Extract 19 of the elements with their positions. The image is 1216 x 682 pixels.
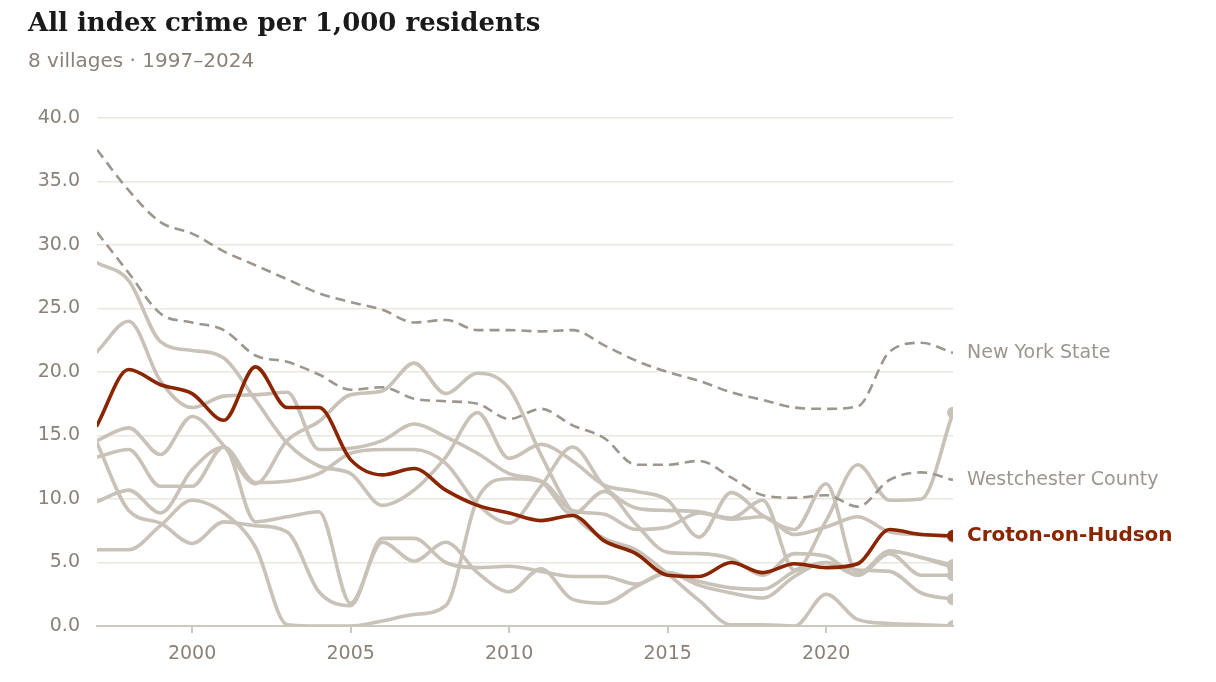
y-tick-label: 5.0 [49, 549, 80, 572]
chart-title: All index crime per 1,000 residents [28, 7, 541, 37]
y-tick-label: 30.0 [37, 231, 80, 254]
series-label: Westchester County [967, 466, 1159, 489]
y-tick-label: 0.0 [49, 612, 80, 635]
x-tick-label: 2020 [802, 641, 851, 664]
y-tick-label: 20.0 [37, 358, 80, 381]
x-tick-label: 2015 [643, 641, 692, 664]
series-label: New York State [967, 339, 1111, 362]
x-tick-label: 2010 [484, 641, 534, 664]
y-tick-label: 10.0 [37, 485, 80, 508]
y-tick-label: 25.0 [37, 295, 80, 318]
chart-subtitle: 8 villages · 1997–2024 [28, 48, 255, 72]
x-tick-label: 2005 [326, 641, 375, 664]
x-tick-label: 2000 [167, 641, 217, 664]
series-label: Croton-on-Hudson [967, 522, 1173, 547]
y-tick-label: 15.0 [37, 422, 80, 445]
y-tick-label: 35.0 [37, 168, 80, 191]
y-tick-label: 40.0 [37, 104, 80, 127]
